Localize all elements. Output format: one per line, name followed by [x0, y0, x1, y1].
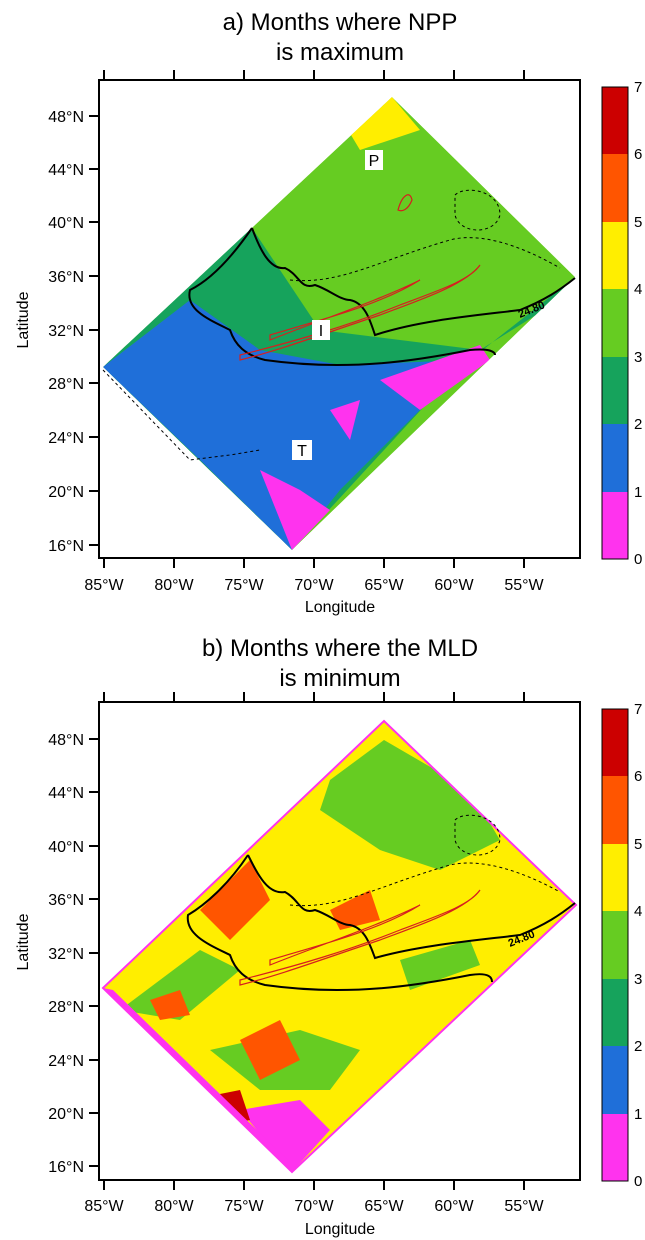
panel-a-xtick-label: 60°W	[434, 577, 474, 594]
colorbar-tick: 4	[634, 903, 642, 920]
panel-b-xtick-label: 85°W	[84, 1198, 124, 1215]
panel-b-ytick-label: 20°N	[48, 1106, 84, 1123]
colorbar-tick: 6	[634, 768, 642, 785]
colorbar-tick: 1	[634, 1106, 642, 1123]
panel-b: b) Months where the MLD is minimum	[0, 620, 645, 1240]
colorbar-tick: 5	[634, 836, 642, 853]
region-label-t: T	[297, 443, 307, 460]
panel-b-ylabel: Latitude	[15, 913, 32, 970]
panel-b-ytick-label: 36°N	[48, 892, 84, 909]
panel-a-ytick-label: 16°N	[48, 538, 84, 555]
panel-b-dashed-contour	[289, 862, 561, 907]
panel-b-ytick-label: 32°N	[48, 946, 84, 963]
panel-a-dashed-contour	[289, 237, 561, 282]
colorbar-tick: 6	[634, 146, 642, 163]
panel-a-xticks: 85°W 80°W 75°W 70°W 65°W 60°W 55°W	[84, 70, 545, 594]
panel-a-ytick-label: 24°N	[48, 430, 84, 447]
panel-b-xtick-label: 60°W	[434, 1198, 474, 1215]
region-label-p: P	[369, 153, 380, 170]
panel-a-ytick-label: 20°N	[48, 484, 84, 501]
colorbar-tick: 7	[634, 701, 642, 718]
panel-a-xtick-label: 85°W	[84, 577, 124, 594]
panel-a: a) Months where NPP is maximum	[15, 9, 642, 616]
panel-a-ytick-label: 32°N	[48, 323, 84, 340]
colorbar-tick: 7	[634, 79, 642, 96]
panel-b-red-contour-2	[269, 904, 421, 966]
panel-a-title-line1: a) Months where NPP	[222, 9, 458, 36]
colorbar-tick: 0	[634, 1173, 642, 1190]
panel-b-xtick-label: 80°W	[154, 1198, 194, 1215]
colorbar-tick: 2	[634, 1038, 642, 1055]
panel-a-ytick-label: 48°N	[48, 109, 84, 126]
panel-b-ytick-label: 48°N	[48, 732, 84, 749]
panel-b-region-outline	[101, 719, 578, 1174]
panel-a-ylabel: Latitude	[15, 291, 32, 348]
panel-b-field	[103, 721, 576, 1172]
panel-a-frame	[98, 79, 581, 559]
panel-b-ytick-label: 16°N	[48, 1159, 84, 1176]
panel-a-yticks: 48°N 44°N 40°N 36°N 32°N 28°N 24°N 20°N …	[48, 109, 99, 555]
panel-a-isopycnal-contour	[251, 227, 576, 337]
panel-b-xtick-label: 65°W	[364, 1198, 404, 1215]
panel-b-ytick-label: 40°N	[48, 839, 84, 856]
panel-b-ytick-label: 44°N	[48, 785, 84, 802]
panel-a-xtick-label: 65°W	[364, 577, 404, 594]
panel-b-yticks: 48°N 44°N 40°N 36°N 32°N 28°N 24°N 20°N …	[48, 732, 99, 1176]
colorbar-tick: 0	[634, 551, 642, 568]
panel-a-red-contour	[239, 264, 481, 361]
panel-a-ytick-label: 40°N	[48, 215, 84, 232]
panel-b-title-line1: b) Months where the MLD	[201, 635, 479, 662]
panel-a-dashed-coast	[102, 369, 261, 461]
panel-b-red-contour	[239, 889, 481, 986]
panel-a-red-contour-3	[397, 194, 413, 212]
panel-b-colorbar: 0 1 2 3 4 5 6 7	[601, 701, 642, 1190]
panel-b-title-line2: is minimum	[279, 665, 401, 692]
panel-a-title-line2: is maximum	[275, 39, 404, 66]
colorbar-tick: 5	[634, 214, 642, 231]
panel-a-xtick-label: 80°W	[154, 577, 194, 594]
panel-a-ytick-label: 28°N	[48, 376, 84, 393]
panel-b-xtick-label: 55°W	[504, 1198, 544, 1215]
colorbar-tick: 1	[634, 484, 642, 501]
colorbar-tick: 2	[634, 416, 642, 433]
panel-b-isopycnal-contour	[247, 854, 576, 960]
panel-a-xtick-label: 55°W	[504, 577, 544, 594]
panel-b-ytick-label: 28°N	[48, 999, 84, 1016]
panel-a-xtick-label: 70°W	[294, 577, 334, 594]
colorbar-tick: 3	[634, 349, 642, 366]
panel-b-map: 24.80 48°N 44°N 40°N 36°N 32°N 28°N 24°N…	[15, 692, 642, 1238]
colorbar-tick: 3	[634, 971, 642, 988]
panel-a-map: 24.80 P I T 48°N 44°N 40°N 36°N 32°N 28°…	[15, 70, 642, 616]
colorbar-tick: 4	[634, 281, 642, 298]
panel-b-frame	[98, 701, 581, 1181]
panel-b-ytick-label: 24°N	[48, 1053, 84, 1070]
panel-a-ytick-label: 36°N	[48, 269, 84, 286]
panel-a-ytick-label: 44°N	[48, 162, 84, 179]
panel-a-colorbar: 0 1 2 3 4 5 6 7	[601, 79, 642, 568]
panel-b-xticks: 85°W 80°W 75°W 70°W 65°W 60°W 55°W	[84, 692, 545, 1215]
panel-a-field	[103, 97, 575, 550]
panel-b-xtick-label: 70°W	[294, 1198, 334, 1215]
panel-b-isopycnal-contour-south	[186, 854, 493, 991]
panel-b-xlabel: Longitude	[305, 1221, 375, 1238]
panel-a-xlabel: Longitude	[305, 599, 375, 616]
region-label-i: I	[319, 323, 323, 340]
panel-a-xtick-label: 75°W	[224, 577, 264, 594]
panel-a-isopycnal-contour-south	[188, 227, 496, 366]
panel-b-xtick-label: 75°W	[224, 1198, 264, 1215]
